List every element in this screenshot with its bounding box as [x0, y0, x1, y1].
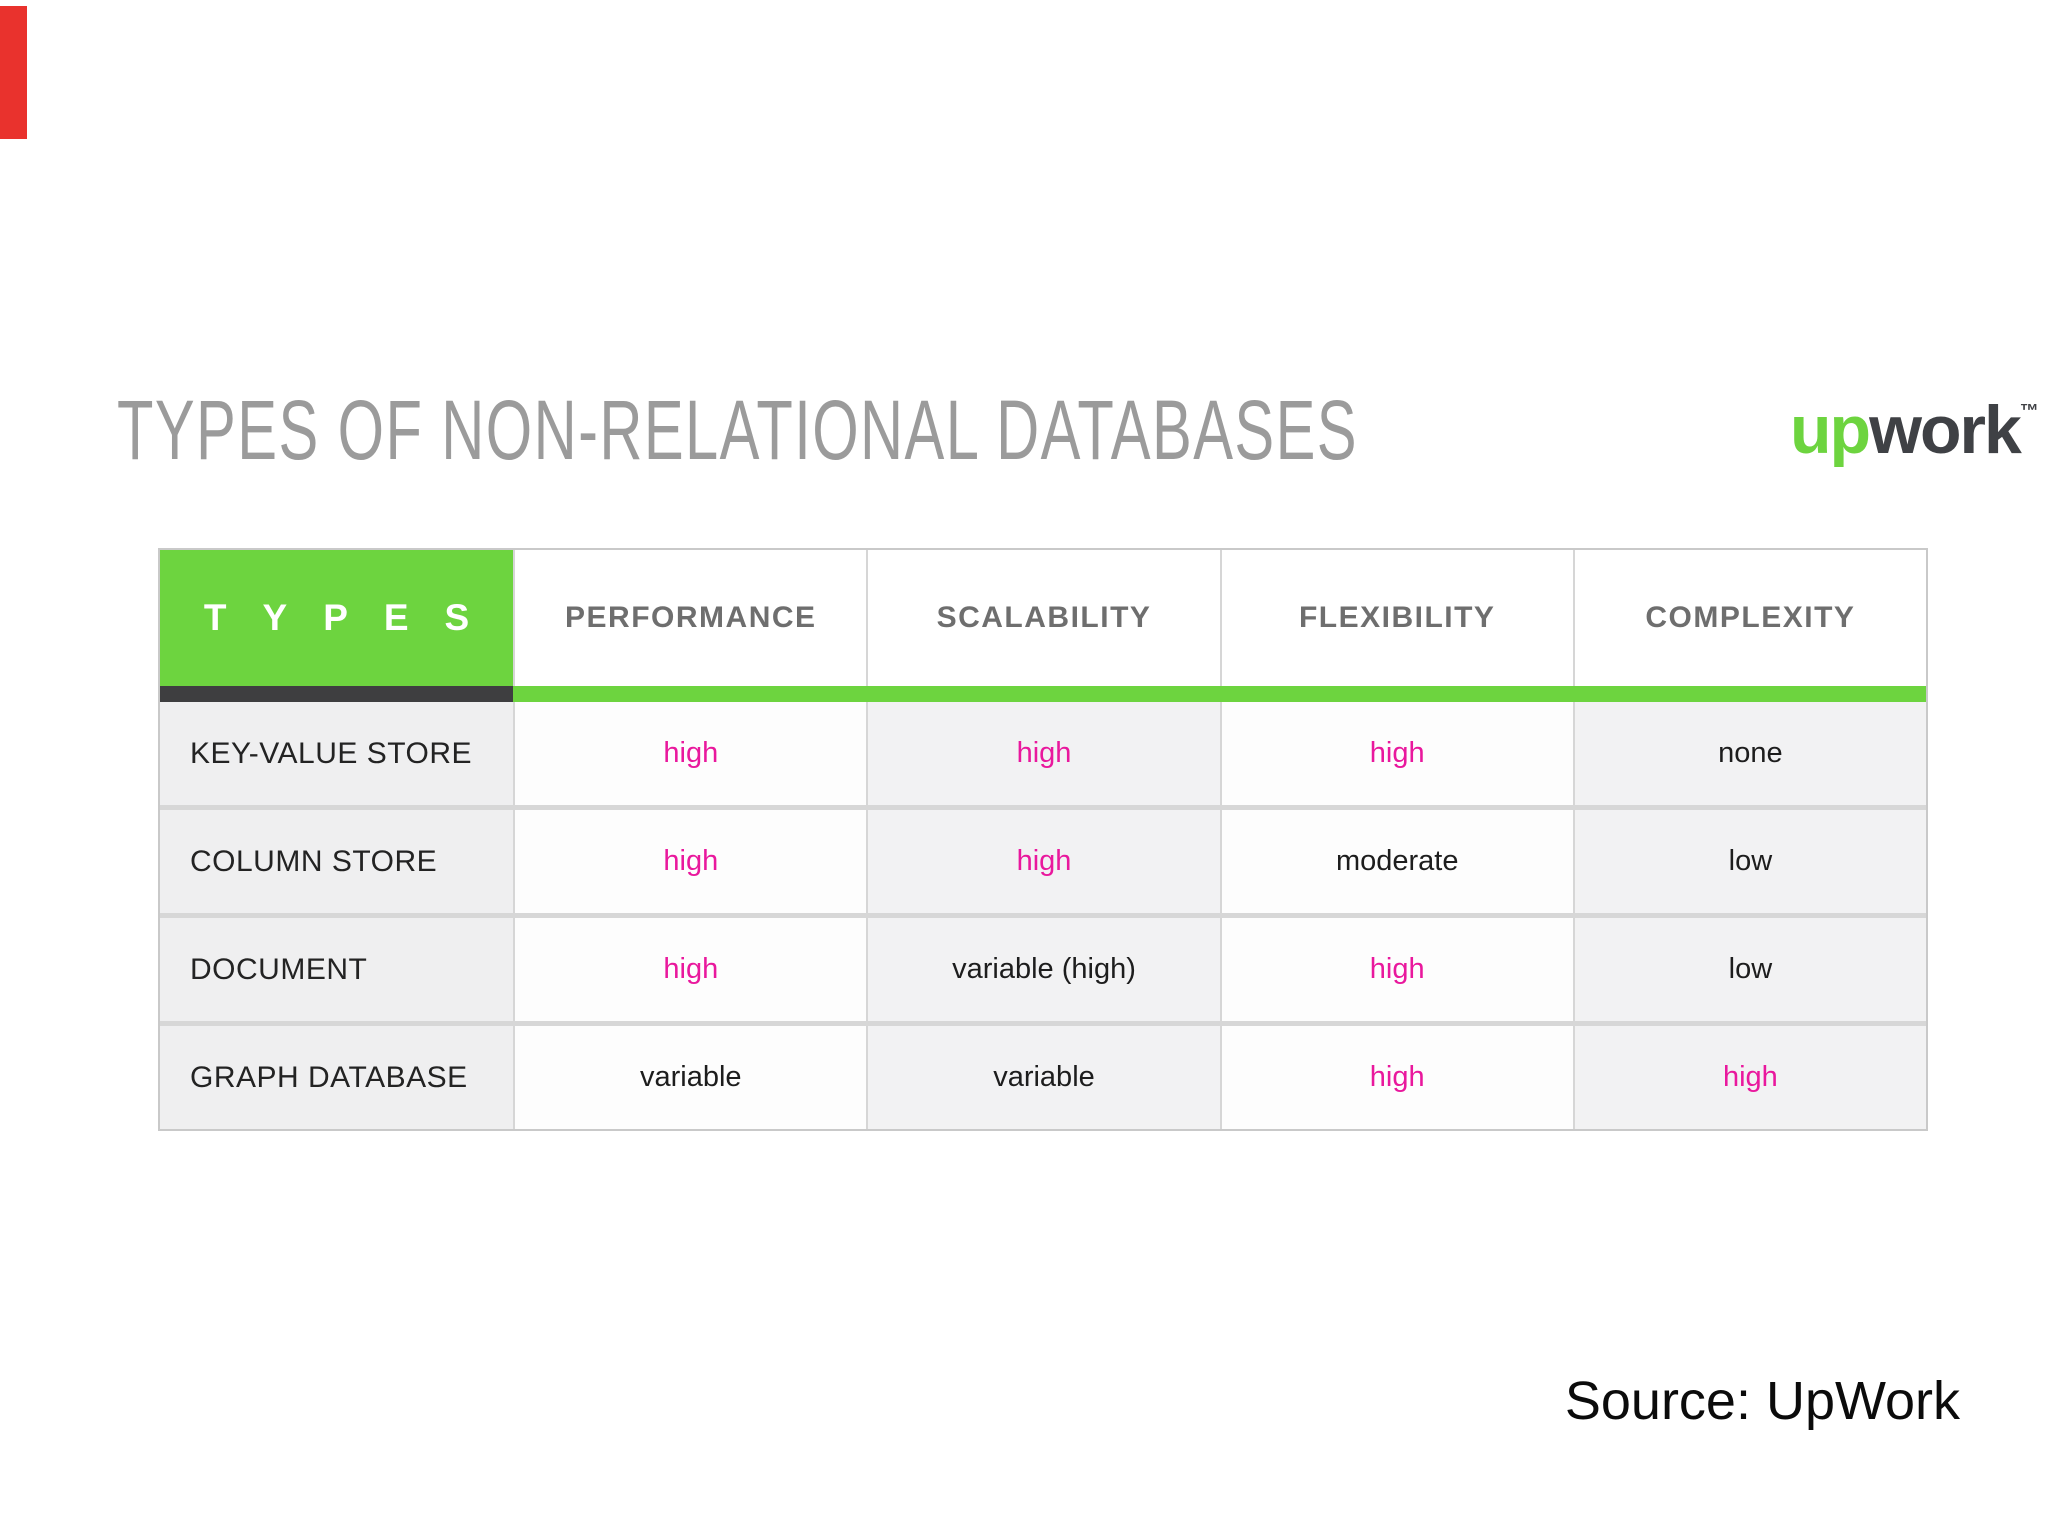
cell-value: moderate [1219, 810, 1573, 913]
cell-value: none [1572, 702, 1926, 805]
header-cell-types: TYPES [160, 550, 514, 686]
cell-value: high [513, 918, 867, 1021]
upwork-logo-work: work [1869, 392, 2022, 468]
cell-value: high [513, 702, 867, 805]
header-cell-flexibility: FLEXIBILITY [1219, 550, 1573, 686]
cell-value: high [1219, 918, 1573, 1021]
cell-value: variable [866, 1026, 1220, 1129]
cell-value: low [1572, 918, 1926, 1021]
database-comparison-table: TYPES PERFORMANCE SCALABILITY FLEXIBILIT… [158, 548, 1928, 1131]
cell-value: high [866, 702, 1220, 805]
upwork-logo: up work ™ [1790, 396, 2039, 464]
row-label-key-value-store: KEY-VALUE STORE [160, 702, 514, 805]
red-corner-marker [0, 6, 27, 139]
header-cell-performance: PERFORMANCE [513, 550, 867, 686]
source-attribution: Source: UpWork [1564, 1371, 1960, 1431]
cell-value: high [1219, 702, 1573, 805]
page-title: TYPES OF NON-RELATIONAL DATABASES [117, 383, 1359, 477]
table-row: COLUMN STORE high high moderate low [160, 805, 1926, 913]
row-label-document: DOCUMENT [160, 918, 514, 1021]
cell-value: low [1572, 810, 1926, 913]
cell-value: variable (high) [866, 918, 1220, 1021]
cell-value: variable [513, 1026, 867, 1129]
table-row: KEY-VALUE STORE high high high none [160, 702, 1926, 805]
row-label-graph-database: GRAPH DATABASE [160, 1026, 514, 1129]
table-row: GRAPH DATABASE variable variable high hi… [160, 1021, 1926, 1129]
table-header-row: TYPES PERFORMANCE SCALABILITY FLEXIBILIT… [160, 550, 1926, 686]
table-row: DOCUMENT high variable (high) high low [160, 913, 1926, 1021]
header-cell-complexity: COMPLEXITY [1572, 550, 1926, 686]
accent-band-green [513, 686, 1926, 702]
table-accent-band [160, 686, 1926, 702]
table-body: KEY-VALUE STORE high high high none COLU… [160, 702, 1926, 1129]
header-cell-scalability: SCALABILITY [866, 550, 1220, 686]
upwork-logo-up: up [1790, 392, 1871, 468]
cell-value: high [513, 810, 867, 913]
cell-value: high [866, 810, 1220, 913]
trademark-symbol: ™ [2019, 401, 2039, 422]
row-label-column-store: COLUMN STORE [160, 810, 514, 913]
cell-value: high [1572, 1026, 1926, 1129]
cell-value: high [1219, 1026, 1573, 1129]
accent-band-dark [160, 686, 514, 702]
